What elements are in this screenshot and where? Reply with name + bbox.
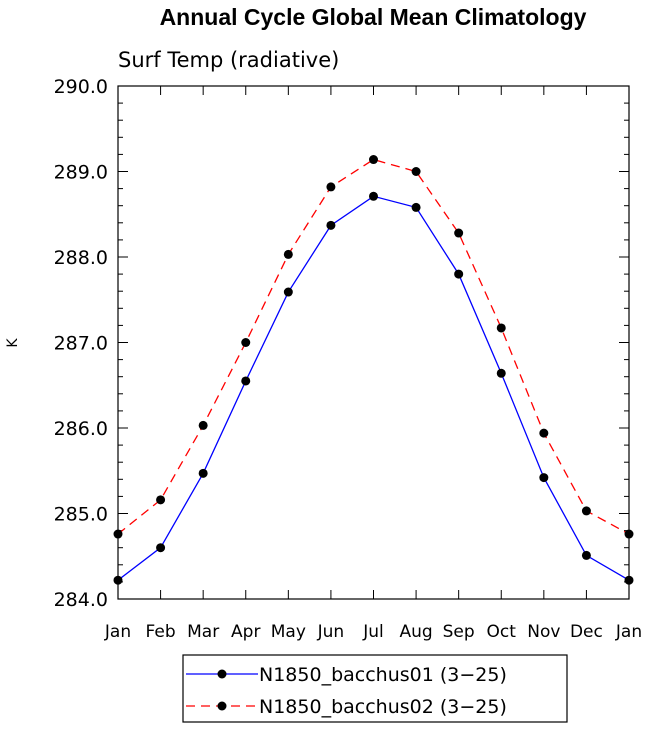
x-tick-labels: Jan Feb Mar Apr May Jun Jul Aug Sep Oct Nov Dec Jan xyxy=(104,622,642,642)
data-point xyxy=(241,376,251,386)
chart-title: Annual Cycle Global Mean Climatology xyxy=(160,4,587,30)
data-point xyxy=(326,220,336,230)
legend: N1850_bacchus01 (3−25) N1850_bacchus02 (3… xyxy=(182,654,568,723)
y-tick-label: 284.0 xyxy=(54,589,108,611)
data-point xyxy=(156,543,166,553)
x-tick-label: Oct xyxy=(487,622,517,642)
x-tick-label: Jun xyxy=(317,622,345,642)
data-point xyxy=(198,468,208,478)
y-tick-label: 285.0 xyxy=(54,504,108,526)
x-tick-label: Nov xyxy=(527,622,560,642)
data-point xyxy=(496,323,506,333)
x-tick-label: Feb xyxy=(146,622,176,642)
legend-marker xyxy=(217,701,227,711)
data-point xyxy=(198,420,208,430)
data-point xyxy=(369,191,378,201)
y-axis-label: K xyxy=(5,338,21,348)
y-tick-labels: 284.0 285.0 286.0 287.0 288.0 289.0 290.0 xyxy=(54,76,108,611)
data-point xyxy=(539,428,549,438)
y-tick-label: 290.0 xyxy=(54,76,108,98)
x-tick-label: Sep xyxy=(443,622,475,642)
x-tick-label: Jan xyxy=(615,622,642,642)
data-point xyxy=(241,338,251,347)
y-tick-label: 289.0 xyxy=(54,162,108,184)
x-tick-label: Jan xyxy=(104,622,131,642)
data-point xyxy=(369,155,378,165)
y-tick-label: 287.0 xyxy=(54,333,108,355)
y-tick-label: 288.0 xyxy=(54,247,108,269)
legend-box xyxy=(182,654,568,723)
legend-label: N1850_bacchus01 (3−25) xyxy=(259,664,507,686)
data-point xyxy=(411,167,421,176)
series-line-2 xyxy=(117,158,630,535)
x-tick-label: Apr xyxy=(231,622,260,642)
x-tick-label: Aug xyxy=(399,622,432,642)
data-point xyxy=(411,202,421,212)
x-tick-label: Jul xyxy=(362,622,384,642)
plot-frame xyxy=(117,85,630,600)
data-point xyxy=(496,368,506,378)
data-point xyxy=(283,249,293,259)
data-point xyxy=(539,473,549,483)
data-point xyxy=(156,495,166,505)
data-point xyxy=(581,506,591,516)
chart-subtitle: Surf Temp (radiative) xyxy=(118,48,339,72)
x-tick-label: Mar xyxy=(187,622,219,642)
data-point xyxy=(326,182,336,192)
data-point xyxy=(581,550,591,560)
data-point xyxy=(283,287,293,297)
y-tick-label: 286.0 xyxy=(54,418,108,440)
x-tick-label: Dec xyxy=(570,622,603,642)
data-point xyxy=(454,269,464,279)
legend-marker xyxy=(217,669,227,679)
data-point xyxy=(454,228,464,238)
x-tick-label: May xyxy=(271,622,306,642)
legend-label: N1850_bacchus02 (3−25) xyxy=(259,696,507,718)
series-line-1 xyxy=(117,195,630,581)
series-group xyxy=(113,155,634,585)
